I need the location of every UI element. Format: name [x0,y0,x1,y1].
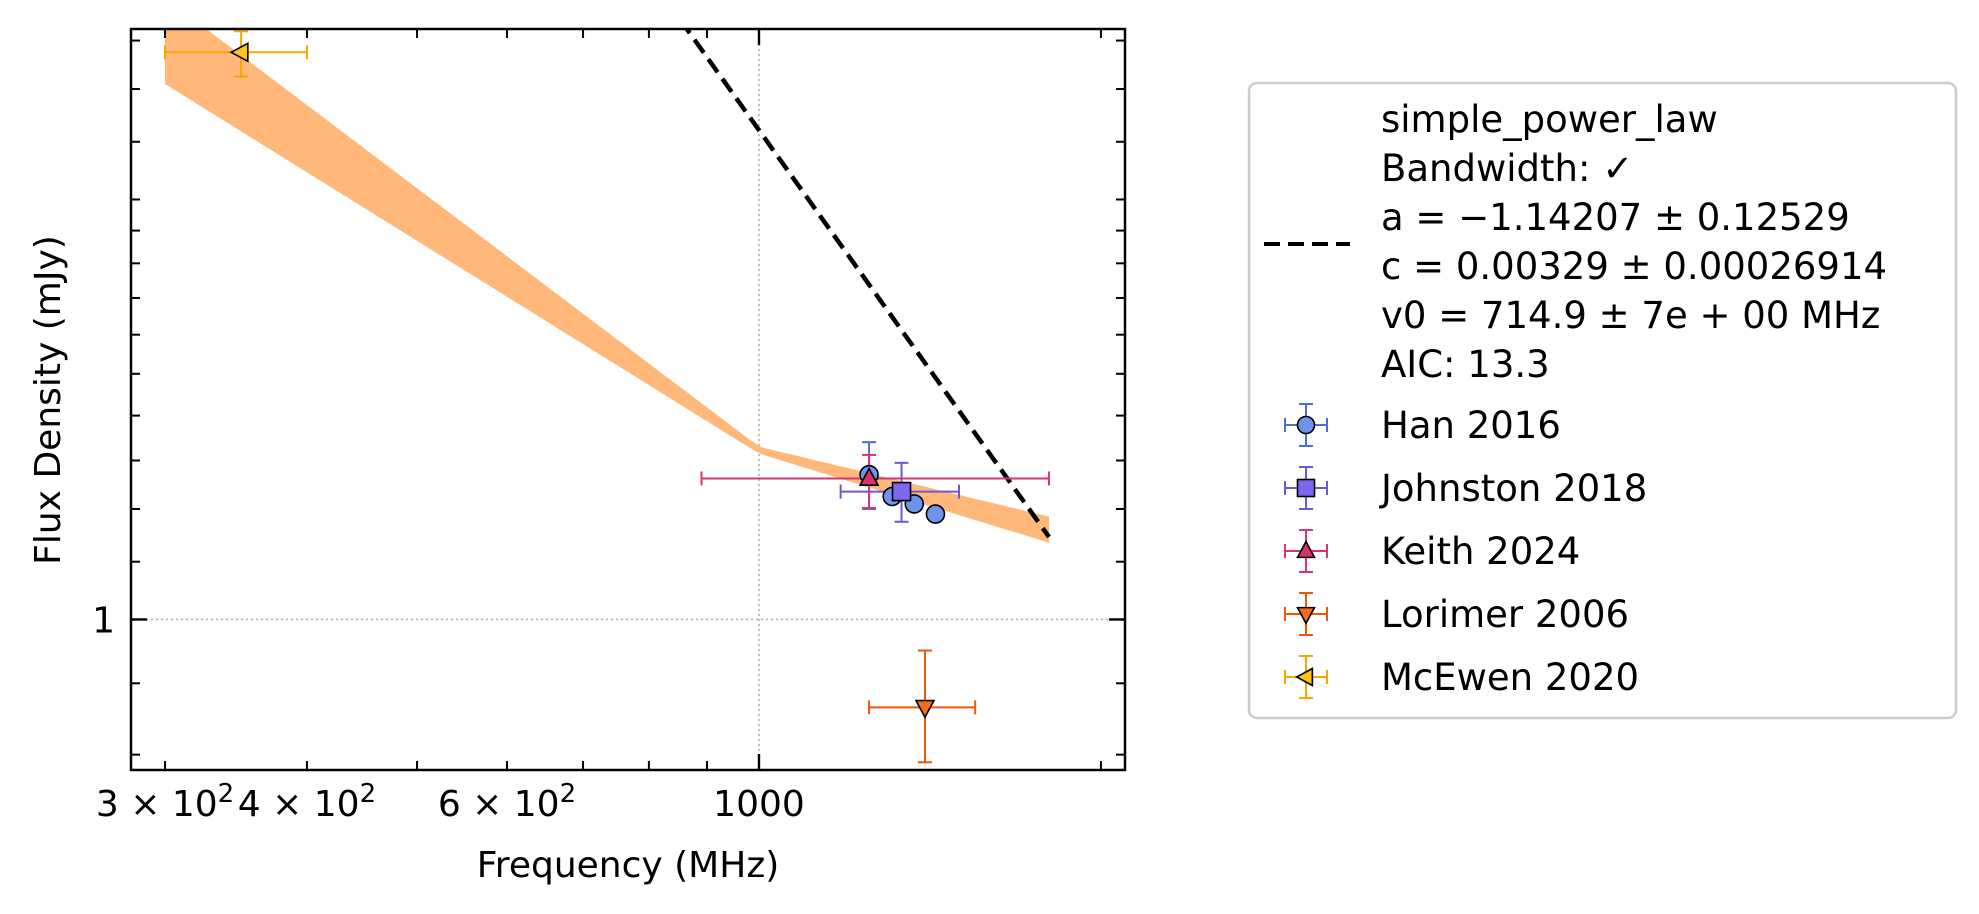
x-tick-label: 6 × 102 [438,779,576,825]
legend: simple_power_law Bandwidth: ✓ a = −1.142… [1247,81,1958,720]
legend-series-entries: Han 2016 Johnston 2018 Keith 2024 Lorimer 2… [1284,403,1647,699]
legend-marker-keith-2024 [1296,539,1316,559]
plot-frame [129,27,1127,772]
x-tick-labels: 3 × 102 4 × 102 6 × 102 1000 [96,779,805,825]
legend-fit-line-3: a = −1.14207 ± 0.12529 [1381,196,1850,239]
legend-entry-keith-2024: Keith 2024 [1284,529,1580,573]
legend-fit-line-1: simple_power_law [1381,98,1718,141]
series-lorimer-2006-markers [914,699,936,719]
point-lorimer-2006 [914,699,936,719]
legend-entry-mcewen-2020: McEwen 2020 [1284,655,1639,699]
y-tick-label: 1 [92,600,115,641]
legend-fit-line-2: Bandwidth: ✓ [1381,147,1633,190]
legend-fit-line-5: v0 = 714.9 ± 7e + 00 MHz [1381,294,1880,337]
fit-uncertainty-band [165,29,1049,543]
x-axis-title: Frequency (MHz) [477,845,780,886]
legend-marker-lorimer-2006 [1296,606,1316,626]
legend-marker-han-2016 [1296,415,1316,435]
series-keith-2024-markers [858,466,880,487]
legend-marker-mcewen-2020 [1294,667,1314,687]
x-tick-label: 3 × 102 [96,779,234,825]
fit-band-layer [165,29,1049,543]
x-tick-label: 4 × 102 [238,779,376,825]
legend-fit-line-4: c = 0.00329 ± 0.00026914 [1381,245,1887,288]
point-mcewen-2020 [229,41,249,63]
legend-label-lorimer-2006: Lorimer 2006 [1381,593,1629,636]
point-johnston-2018 [891,481,912,502]
point-keith-2024 [858,466,880,487]
y-axis-title: Flux Density (mJy) [28,235,69,565]
y-tick-labels: 1 [92,600,115,641]
legend-fit-line-6: AIC: 13.3 [1381,343,1550,386]
axis-ticks [131,29,1125,770]
x-tick-label: 1000 [713,784,805,825]
legend-label-han-2016: Han 2016 [1381,404,1561,447]
legend-entry-lorimer-2006: Lorimer 2006 [1284,592,1629,636]
point-han-2016 [925,504,946,524]
legend-entry-han-2016: Han 2016 [1284,403,1561,447]
legend-box [1247,81,1958,720]
series-mcewen-2020-markers [229,41,249,63]
series-johnston-2018-markers [891,481,912,502]
data-points [164,30,1050,764]
legend-label-mcewen-2020: McEwen 2020 [1381,656,1639,699]
legend-marker-johnston-2018 [1296,478,1316,498]
grid [131,29,1125,770]
legend-label-johnston-2018: Johnston 2018 [1379,467,1647,510]
legend-entry-johnston-2018: Johnston 2018 [1284,466,1647,510]
legend-label-keith-2024: Keith 2024 [1381,530,1580,573]
